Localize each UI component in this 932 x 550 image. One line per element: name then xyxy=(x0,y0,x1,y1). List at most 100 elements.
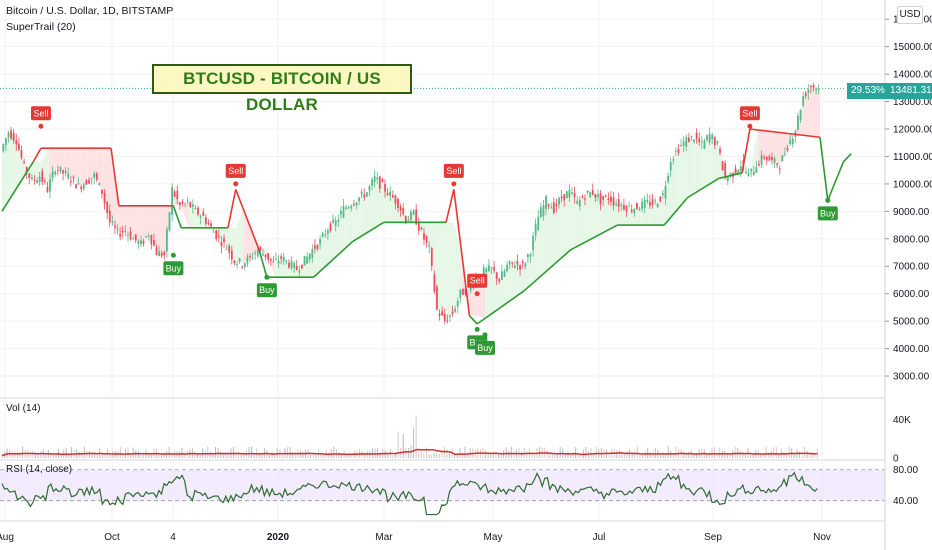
candle-body xyxy=(638,208,641,211)
signal-dot xyxy=(38,123,44,129)
candle-body xyxy=(10,130,12,139)
candle-body xyxy=(155,247,158,256)
volume-pane xyxy=(1,416,818,458)
candle-body xyxy=(342,205,345,218)
rsi-pane-label[interactable]: RSI (14, close) xyxy=(6,464,73,475)
trail-segment xyxy=(110,148,120,206)
candle-body xyxy=(145,236,148,238)
candle-body xyxy=(436,286,438,310)
candle-body xyxy=(90,178,93,180)
y-tick-label: 13000.00 xyxy=(893,97,932,108)
trail-fill-segment xyxy=(609,197,618,230)
candle-body xyxy=(534,224,537,236)
signal-dot xyxy=(233,181,239,187)
candle-body xyxy=(360,191,363,195)
candle-body xyxy=(776,163,779,166)
candle-body xyxy=(399,206,402,211)
candle-body xyxy=(737,170,740,175)
candle-body xyxy=(410,211,412,221)
candle-body xyxy=(495,272,498,279)
indicator-legend[interactable]: SuperTrail (20) xyxy=(6,21,76,33)
candle-body xyxy=(225,248,228,250)
candle-body xyxy=(661,193,664,196)
candle-body xyxy=(220,241,223,247)
candle-body xyxy=(254,253,257,255)
trail-fill-segment xyxy=(64,148,73,179)
candle-body xyxy=(134,234,137,241)
rsi-pane xyxy=(0,469,885,516)
candle-body xyxy=(298,270,301,273)
candle-body xyxy=(316,245,319,249)
currency-button[interactable]: USD xyxy=(897,6,923,24)
candle-body xyxy=(158,251,161,257)
candle-body xyxy=(33,180,36,182)
candle-body xyxy=(578,199,581,207)
candle-body xyxy=(153,240,155,246)
candle-body xyxy=(750,168,753,172)
candle-body xyxy=(760,155,763,165)
candle-body xyxy=(121,230,124,233)
volume-pane-label[interactable]: Vol (14) xyxy=(6,403,41,414)
candle-body xyxy=(202,211,205,216)
candle-body xyxy=(443,314,446,322)
trail-fill-segment xyxy=(812,85,820,138)
x-tick-label: Jul xyxy=(593,532,606,543)
candle-body xyxy=(295,265,298,270)
trail-fill-segment xyxy=(33,161,41,182)
candle-body xyxy=(269,258,272,261)
candle-body xyxy=(488,265,490,272)
candle-body xyxy=(197,207,199,215)
candle-body xyxy=(482,267,485,276)
signal-dot xyxy=(747,123,753,129)
candle-body xyxy=(129,231,132,240)
buy-signal: Buy xyxy=(475,332,496,355)
candle-body xyxy=(778,168,781,170)
candle-body xyxy=(127,234,129,236)
candle-body xyxy=(2,143,5,152)
candle-body xyxy=(597,194,599,198)
candle-body xyxy=(378,176,381,189)
candle-body xyxy=(729,173,732,176)
candle-body xyxy=(381,179,384,183)
trail-fill-segment xyxy=(664,159,672,226)
candle-body xyxy=(56,170,59,172)
candle-body xyxy=(311,249,314,258)
trail-fill-segment xyxy=(749,129,758,176)
trail-fill-segment xyxy=(368,178,376,232)
trail-fill-segment xyxy=(56,148,65,173)
candle-body xyxy=(324,234,327,236)
buy-signal: Buy xyxy=(163,252,184,276)
candle-body xyxy=(747,173,750,177)
candle-body xyxy=(503,270,506,277)
trail-fill-segment xyxy=(25,161,34,182)
signal-label: Buy xyxy=(820,208,836,218)
candle-body xyxy=(178,202,181,206)
candle-body xyxy=(433,274,436,292)
candle-body xyxy=(308,253,311,260)
trail-fill-segment xyxy=(765,130,774,162)
trail-segment xyxy=(523,249,572,292)
candle-body xyxy=(394,195,397,204)
candle-body xyxy=(765,156,768,161)
candle-body xyxy=(539,207,542,218)
chart-grid xyxy=(0,0,885,522)
sell-signal: Sell xyxy=(30,106,51,129)
candle-body xyxy=(815,88,818,91)
candle-body xyxy=(290,260,293,269)
trail-fill-segment xyxy=(757,129,766,165)
trail-fill-segment xyxy=(516,263,524,297)
candle-body xyxy=(98,182,101,186)
trail-fill-segment xyxy=(181,203,189,228)
candle-body xyxy=(259,247,262,250)
y-tick-label: 5000.00 xyxy=(893,317,930,328)
candle-body xyxy=(524,263,527,267)
candle-body xyxy=(516,261,519,265)
candle-body xyxy=(680,145,682,147)
candle-body xyxy=(23,161,25,163)
candle-body xyxy=(114,226,116,228)
candle-body xyxy=(397,198,399,208)
candle-body xyxy=(101,189,103,195)
candle-body xyxy=(217,235,220,238)
